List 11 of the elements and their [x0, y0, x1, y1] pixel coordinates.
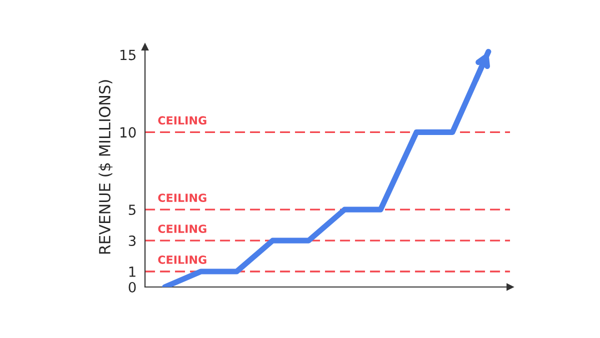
ref-line-label: CEILING — [158, 116, 206, 125]
ref-line-label: CEILING — [158, 224, 206, 233]
ref-line-label: CEILING — [158, 194, 206, 202]
y-tick-label: 10 — [120, 127, 136, 138]
y-tick-label: 0 — [128, 282, 136, 292]
y-tick-label: 3 — [128, 236, 136, 246]
ref-line-label: CEILING — [158, 256, 206, 264]
y-axis-title: REVENUE ($ MILLIONS) — [98, 80, 113, 254]
y-tick-label: 1 — [129, 266, 136, 277]
y-tick-label: 15 — [120, 50, 136, 60]
y-tick-label: 5 — [128, 204, 136, 216]
